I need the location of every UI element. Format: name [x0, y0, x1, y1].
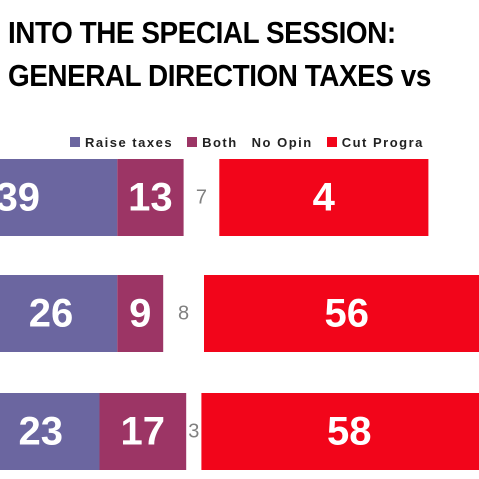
- legend-swatch-cut-programs: [326, 137, 337, 147]
- chart-title-line-1: INTO THE SPECIAL SESSION:: [8, 15, 396, 50]
- bar-row-3: 23 17 3 58: [0, 393, 479, 470]
- bar-segment-raise-taxes-row-2: [0, 275, 118, 352]
- value-label-both-row-2: 9: [129, 292, 151, 336]
- bar-segment-raise-taxes-row-1: [0, 159, 118, 236]
- value-label-cut-programs-row-3: 58: [327, 410, 372, 454]
- bar-segment-raise-taxes-row-3: [0, 393, 100, 470]
- chart-title-line-2: GENERAL DIRECTION TAXES vs: [8, 58, 431, 93]
- bar-segment-both-row-1: [117, 159, 184, 236]
- value-label-raise-taxes-row-1: 39: [0, 176, 40, 220]
- legend-label-both: Both: [202, 134, 238, 150]
- legend-item-both: Both: [187, 135, 238, 150]
- legend-item-no-opinion: No Opin: [252, 135, 313, 150]
- bar-row-1: 39 13 7 4: [0, 159, 429, 236]
- value-label-no-opinion-row-2: 8: [178, 303, 189, 325]
- legend-swatch-both: [187, 137, 198, 147]
- value-label-no-opinion-row-3: 3: [188, 421, 199, 443]
- legend-label-raise-taxes: Raise taxes: [85, 134, 174, 150]
- legend-swatch-raise-taxes: [70, 137, 80, 147]
- value-label-cut-programs-row-2: 56: [325, 292, 370, 336]
- bar-segment-cut-programs-row-1: [219, 159, 429, 236]
- value-label-cut-programs-row-1: 4: [313, 176, 336, 220]
- legend-item-raise-taxes: Raise taxes: [70, 135, 173, 150]
- value-label-both-row-1: 13: [128, 176, 173, 220]
- value-label-no-opinion-row-1: 7: [196, 187, 207, 209]
- bar-segment-cut-programs-row-3: [201, 393, 479, 470]
- value-label-raise-taxes-row-3: 23: [19, 410, 64, 454]
- value-label-raise-taxes-row-2: 26: [29, 292, 74, 336]
- bar-segment-both-row-2: [117, 275, 164, 352]
- legend-label-cut-programs: Cut Progra: [341, 134, 424, 150]
- legend-label-no-opinion: No Opin: [251, 134, 313, 150]
- bar-segment-cut-programs-row-2: [204, 275, 479, 352]
- bar-segment-both-row-3: [99, 393, 187, 470]
- legend-item-cut-programs: Cut Progra: [326, 134, 424, 150]
- bar-row-2: 26 9 8 56: [0, 275, 479, 352]
- value-label-both-row-3: 17: [121, 410, 166, 454]
- chart-legend: Raise taxes Both No Opin Cut Progra: [70, 134, 438, 150]
